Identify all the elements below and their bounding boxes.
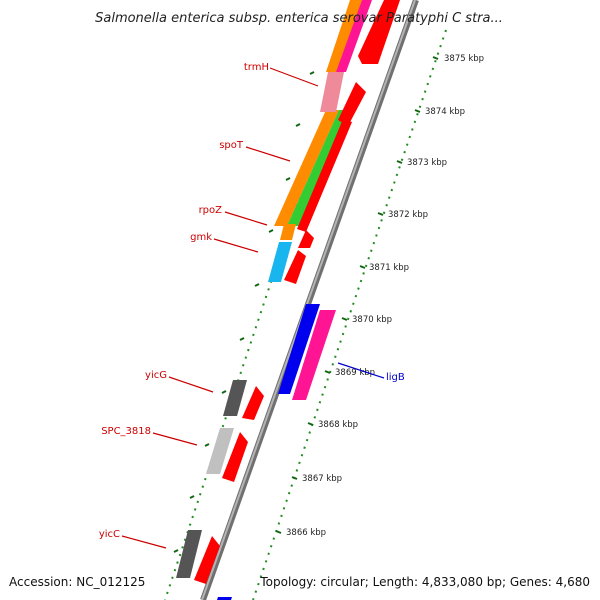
scale-tick-marks <box>275 56 439 534</box>
accession-text: Accession: NC_012125 <box>9 575 145 589</box>
orange-small-block <box>280 224 296 240</box>
pink-feature-block <box>320 72 344 112</box>
ligB-magenta-block <box>292 310 336 400</box>
scale-tick-8 <box>291 476 298 480</box>
gene-label-yicC[interactable]: yicC <box>99 529 120 540</box>
tick-label-3873: 3873 kbp <box>407 158 447 168</box>
cds-arrow-2 <box>338 82 366 126</box>
yicC-gray-block <box>176 530 202 578</box>
SPC_3818-lightgray-block <box>206 428 234 474</box>
tick-label-3870: 3870 kbp <box>352 315 392 325</box>
scale-tick-4 <box>359 265 366 269</box>
orange-feature-band-lower <box>274 110 339 226</box>
scale-tick-5 <box>341 317 348 321</box>
scale-tick-1 <box>414 109 421 113</box>
tick-label-3872: 3872 kbp <box>388 210 428 220</box>
leader-SPC_3818 <box>152 432 198 446</box>
cds-arrow-5 <box>284 250 306 284</box>
tick-label-3874: 3874 kbp <box>425 107 465 117</box>
leader-ligB <box>337 362 385 379</box>
tick-label-3867: 3867 kbp <box>302 474 342 484</box>
genome-backbone-highlight <box>201 0 416 600</box>
map-title: Salmonella enterica subsp. enterica sero… <box>95 11 503 26</box>
scale-tick-7 <box>307 422 314 426</box>
scale-tick-2 <box>396 160 403 164</box>
cds-arrow-3 <box>297 119 352 232</box>
inner-dash-ticks <box>173 71 315 553</box>
yicG-gray-block <box>223 380 247 416</box>
scale-tick-6 <box>324 370 331 374</box>
orange-feature-band <box>326 0 362 72</box>
tick-label-3868: 3868 kbp <box>318 420 358 430</box>
bottom-blue-block <box>217 597 232 600</box>
leader-yicC <box>121 535 167 549</box>
tick-label-3871: 3871 kbp <box>369 263 409 273</box>
leader-rpoZ <box>224 211 268 226</box>
label-leader-lines <box>121 67 385 549</box>
topology-text: Topology: circular; Length: 4,833,080 bp… <box>259 575 590 589</box>
gene-label-spoT[interactable]: spoT <box>219 140 244 151</box>
magenta-feature-band <box>336 0 372 72</box>
scale-tick-0 <box>432 56 439 60</box>
gene-label-ligB[interactable]: ligB <box>386 372 405 383</box>
leader-yicG <box>168 376 214 393</box>
tick-label-3875: 3875 kbp <box>444 54 484 64</box>
cds-arrow-8 <box>194 536 220 584</box>
leader-spoT <box>245 146 291 162</box>
cds-arrow-4 <box>298 230 314 248</box>
ligB-blue-block <box>278 304 320 394</box>
leader-trmH <box>269 67 319 87</box>
cds-arrow-6 <box>242 386 264 420</box>
gene-label-trmH[interactable]: trmH <box>244 62 269 73</box>
cyan-feature-block <box>268 242 292 282</box>
cds-arrow-1 <box>358 0 400 64</box>
tick-label-3866: 3866 kbp <box>286 528 326 538</box>
gene-label-gmk[interactable]: gmk <box>190 232 212 243</box>
tick-label-3869: 3869 kbp <box>335 368 375 378</box>
cds-arrow-7 <box>222 432 248 482</box>
gene-label-rpoZ[interactable]: rpoZ <box>199 205 223 216</box>
scale-tick-3 <box>377 212 384 216</box>
scale-tick-9 <box>275 530 282 534</box>
gene-label-yicG[interactable]: yicG <box>145 370 167 381</box>
gene-label-SPC_3818[interactable]: SPC_3818 <box>101 426 151 437</box>
leader-gmk <box>213 238 259 253</box>
